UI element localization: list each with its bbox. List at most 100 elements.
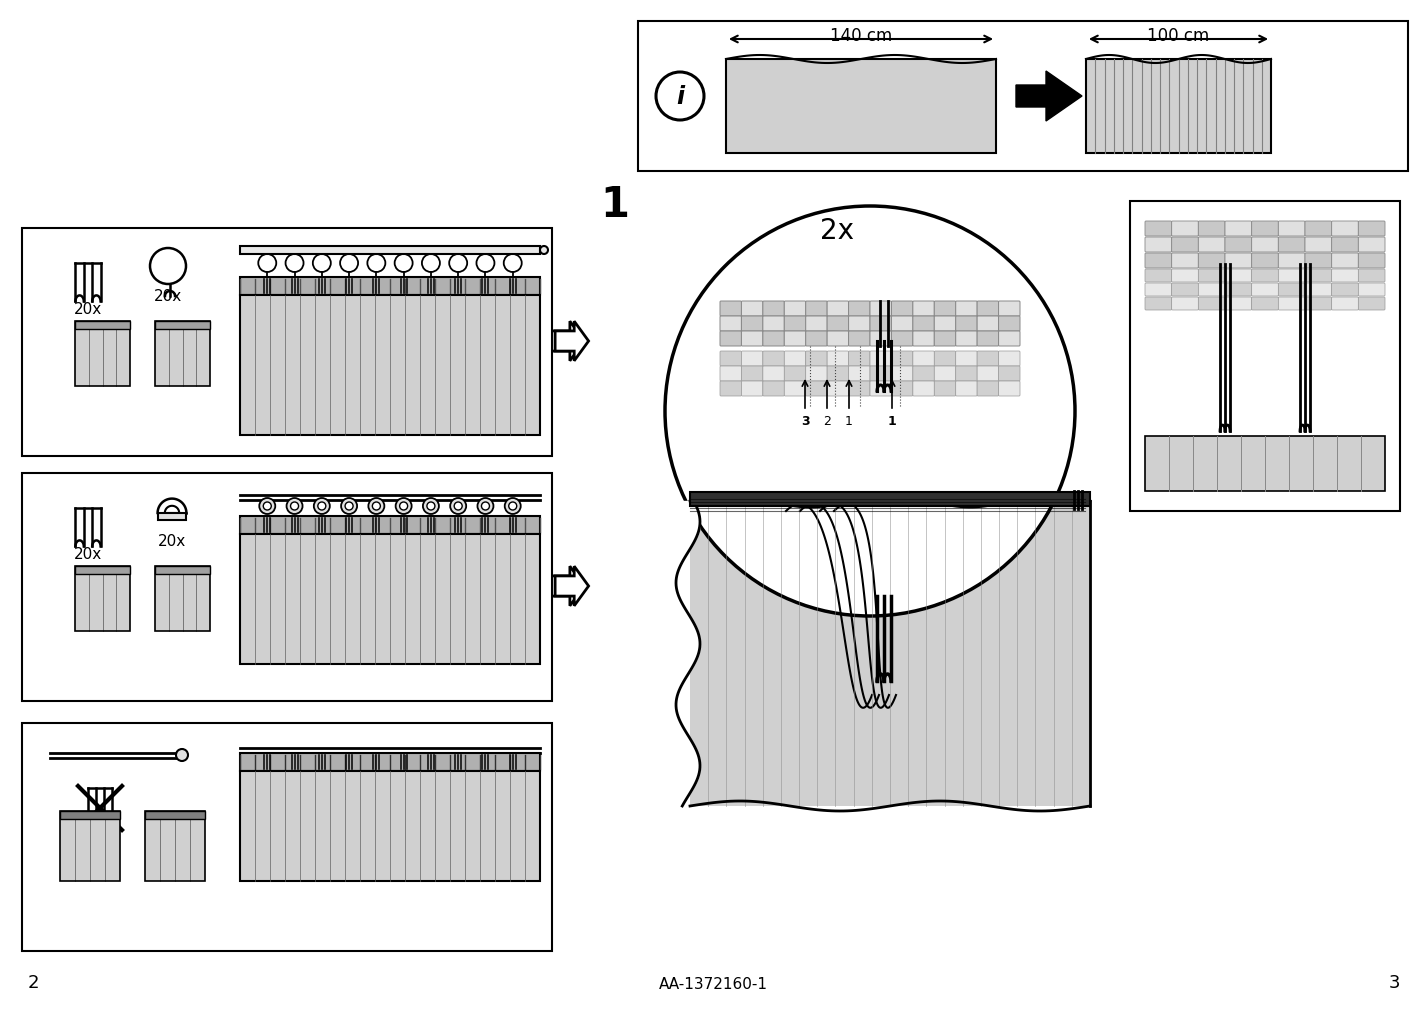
FancyBboxPatch shape bbox=[1224, 297, 1251, 310]
Bar bbox=[156, 321, 210, 330]
FancyBboxPatch shape bbox=[1251, 254, 1279, 269]
FancyBboxPatch shape bbox=[935, 301, 956, 316]
FancyBboxPatch shape bbox=[1359, 270, 1386, 283]
FancyBboxPatch shape bbox=[913, 352, 935, 367]
FancyBboxPatch shape bbox=[1331, 254, 1359, 269]
FancyBboxPatch shape bbox=[892, 316, 913, 332]
Bar bbox=[726, 60, 996, 154]
FancyBboxPatch shape bbox=[1359, 254, 1386, 269]
Polygon shape bbox=[555, 566, 588, 607]
FancyBboxPatch shape bbox=[999, 352, 1020, 367]
FancyBboxPatch shape bbox=[956, 332, 977, 347]
FancyBboxPatch shape bbox=[1144, 221, 1172, 237]
FancyBboxPatch shape bbox=[1144, 297, 1172, 310]
Circle shape bbox=[665, 207, 1075, 617]
FancyBboxPatch shape bbox=[742, 316, 763, 332]
Bar bbox=[240, 771, 539, 882]
Bar bbox=[60, 811, 120, 882]
Circle shape bbox=[422, 498, 440, 515]
FancyBboxPatch shape bbox=[1251, 238, 1279, 253]
FancyBboxPatch shape bbox=[1144, 270, 1172, 283]
FancyBboxPatch shape bbox=[1224, 270, 1251, 283]
Bar bbox=[691, 501, 1090, 806]
FancyBboxPatch shape bbox=[763, 301, 785, 316]
FancyBboxPatch shape bbox=[870, 332, 892, 347]
FancyBboxPatch shape bbox=[1199, 238, 1224, 253]
FancyBboxPatch shape bbox=[849, 332, 870, 347]
FancyBboxPatch shape bbox=[913, 367, 935, 381]
FancyBboxPatch shape bbox=[913, 316, 935, 332]
Circle shape bbox=[176, 749, 188, 761]
FancyBboxPatch shape bbox=[1251, 284, 1279, 296]
Bar bbox=[240, 278, 539, 295]
FancyBboxPatch shape bbox=[828, 381, 849, 396]
Bar bbox=[76, 321, 130, 330]
FancyBboxPatch shape bbox=[935, 316, 956, 332]
Bar bbox=[691, 492, 1090, 507]
Circle shape bbox=[287, 498, 303, 515]
Circle shape bbox=[400, 502, 408, 511]
FancyBboxPatch shape bbox=[806, 301, 828, 316]
Circle shape bbox=[263, 502, 271, 511]
Text: 2: 2 bbox=[823, 415, 831, 428]
Bar bbox=[21, 228, 552, 457]
Bar bbox=[76, 566, 130, 574]
FancyBboxPatch shape bbox=[935, 332, 956, 347]
FancyBboxPatch shape bbox=[1331, 297, 1359, 310]
Circle shape bbox=[454, 502, 462, 511]
FancyBboxPatch shape bbox=[1306, 238, 1331, 253]
FancyBboxPatch shape bbox=[870, 367, 892, 381]
FancyBboxPatch shape bbox=[1359, 221, 1386, 237]
FancyBboxPatch shape bbox=[721, 301, 742, 316]
FancyBboxPatch shape bbox=[763, 381, 785, 396]
FancyBboxPatch shape bbox=[1199, 254, 1224, 269]
FancyBboxPatch shape bbox=[935, 352, 956, 367]
Circle shape bbox=[368, 498, 384, 515]
FancyBboxPatch shape bbox=[1172, 238, 1199, 253]
FancyBboxPatch shape bbox=[999, 367, 1020, 381]
FancyBboxPatch shape bbox=[1144, 254, 1172, 269]
Circle shape bbox=[427, 502, 435, 511]
FancyBboxPatch shape bbox=[1172, 297, 1199, 310]
FancyBboxPatch shape bbox=[999, 301, 1020, 316]
FancyBboxPatch shape bbox=[1359, 238, 1386, 253]
FancyBboxPatch shape bbox=[1279, 238, 1306, 253]
Text: 1: 1 bbox=[888, 415, 896, 428]
FancyBboxPatch shape bbox=[763, 316, 785, 332]
FancyBboxPatch shape bbox=[956, 316, 977, 332]
FancyBboxPatch shape bbox=[870, 381, 892, 396]
FancyBboxPatch shape bbox=[1331, 238, 1359, 253]
FancyBboxPatch shape bbox=[870, 352, 892, 367]
FancyBboxPatch shape bbox=[913, 381, 935, 396]
FancyBboxPatch shape bbox=[785, 301, 806, 316]
Bar bbox=[156, 321, 210, 386]
FancyBboxPatch shape bbox=[913, 301, 935, 316]
FancyBboxPatch shape bbox=[1199, 284, 1224, 296]
Circle shape bbox=[314, 498, 330, 515]
Bar bbox=[1144, 437, 1386, 491]
Text: 140 cm: 140 cm bbox=[831, 27, 892, 44]
FancyBboxPatch shape bbox=[935, 381, 956, 396]
FancyBboxPatch shape bbox=[763, 352, 785, 367]
FancyBboxPatch shape bbox=[1331, 284, 1359, 296]
Polygon shape bbox=[551, 321, 584, 362]
FancyBboxPatch shape bbox=[828, 301, 849, 316]
FancyBboxPatch shape bbox=[806, 381, 828, 396]
FancyBboxPatch shape bbox=[849, 367, 870, 381]
FancyBboxPatch shape bbox=[1306, 254, 1331, 269]
Text: 20x: 20x bbox=[74, 547, 103, 561]
Text: 1: 1 bbox=[845, 415, 853, 428]
FancyBboxPatch shape bbox=[806, 332, 828, 347]
Bar bbox=[240, 517, 539, 535]
FancyBboxPatch shape bbox=[1172, 254, 1199, 269]
FancyBboxPatch shape bbox=[892, 332, 913, 347]
FancyBboxPatch shape bbox=[1279, 297, 1306, 310]
FancyBboxPatch shape bbox=[828, 352, 849, 367]
FancyBboxPatch shape bbox=[1251, 221, 1279, 237]
Text: 2: 2 bbox=[29, 973, 40, 991]
Circle shape bbox=[505, 498, 521, 515]
FancyBboxPatch shape bbox=[1172, 284, 1199, 296]
Circle shape bbox=[450, 498, 467, 515]
FancyBboxPatch shape bbox=[742, 332, 763, 347]
FancyBboxPatch shape bbox=[1279, 270, 1306, 283]
